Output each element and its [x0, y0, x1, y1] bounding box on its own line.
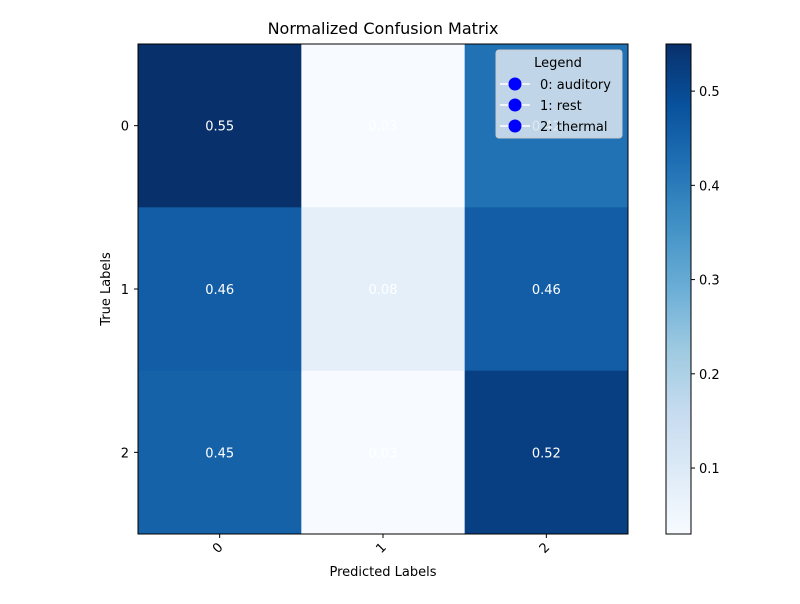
heatmap-cells [138, 44, 629, 535]
colorbar [665, 43, 692, 535]
heatmap-cell [138, 44, 302, 208]
legend-entry-label: 1: rest [540, 99, 582, 114]
legend-marker-icon [508, 98, 522, 112]
colorbar-tick-label: 0.2 [699, 368, 720, 383]
x-tick-label: 2 [537, 540, 553, 556]
colorbar-tick-label: 0.3 [699, 274, 720, 289]
x-tick-label: 0 [210, 540, 226, 556]
legend: Legend 0: auditory 1: rest 2: thermal [495, 49, 623, 139]
legend-entries: 0: auditory 1: rest 2: thermal [500, 77, 611, 135]
chart-title: Normalized Confusion Matrix [268, 19, 499, 38]
x-axis-ticks: 0 1 2 [210, 534, 553, 557]
legend-title: Legend [534, 56, 582, 71]
cell-value-label: 0.55 [205, 120, 234, 135]
heatmap-cell [138, 370, 302, 535]
colorbar-ticks: 0.1 0.2 0.3 0.4 0.5 [691, 85, 720, 477]
legend-entry-label: 0: auditory [540, 78, 611, 93]
cell-value-label: 0.03 [369, 120, 398, 135]
y-axis-label: True Labels [99, 252, 114, 327]
cell-value-label: 0.46 [532, 283, 561, 298]
heatmap-cell [464, 207, 629, 372]
x-tick-label: 1 [373, 540, 389, 556]
legend-marker-icon [508, 119, 522, 133]
cell-value-label: 0.52 [532, 446, 561, 461]
y-tick-label: 0 [121, 120, 129, 135]
cell-value-label: 0.03 [369, 446, 398, 461]
legend-marker-icon [508, 77, 522, 91]
cell-value-label: 0.46 [205, 283, 234, 298]
cell-value-label: 0.45 [205, 446, 234, 461]
colorbar-tick-label: 0.4 [699, 179, 720, 194]
heatmap-cell [301, 370, 466, 535]
y-tick-label: 2 [121, 446, 129, 461]
colorbar-tick-label: 0.1 [699, 462, 720, 477]
cell-value-label: 0.08 [369, 283, 398, 298]
heatmap-cell [464, 370, 629, 535]
x-axis-label: Predicted Labels [329, 565, 436, 580]
heatmap-cell [301, 44, 466, 208]
y-axis-ticks: 0 1 2 [121, 120, 138, 461]
heatmap-cell [138, 207, 302, 372]
legend-box [495, 49, 623, 139]
legend-entry-label: 2: thermal [540, 120, 607, 135]
y-tick-label: 1 [121, 283, 129, 298]
colorbar-tick-label: 0.5 [699, 85, 720, 100]
heatmap-cell [301, 207, 466, 372]
